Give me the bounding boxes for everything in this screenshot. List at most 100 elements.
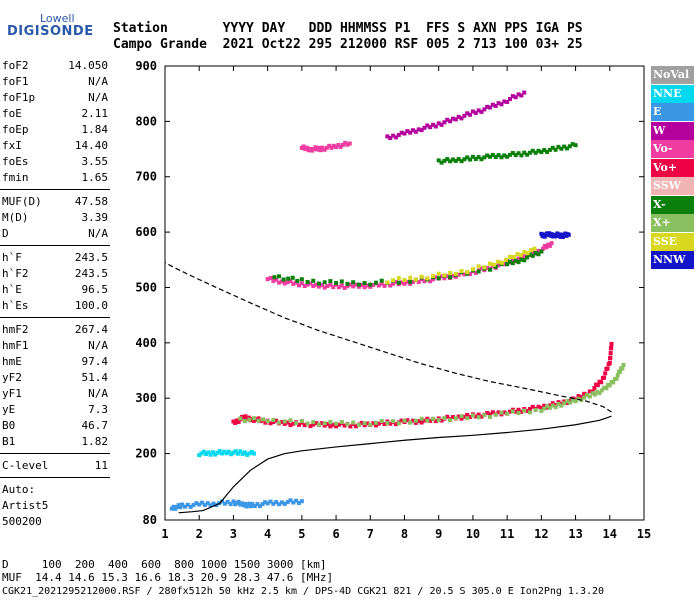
echo-point	[311, 420, 316, 425]
echo-point	[505, 99, 510, 104]
echo-point	[388, 136, 393, 141]
echo-point	[261, 417, 266, 422]
echo-point	[379, 278, 384, 283]
echo-point	[456, 272, 461, 277]
x-tick-label: 14	[603, 527, 617, 541]
echo-point	[376, 283, 381, 288]
echo-point	[256, 418, 261, 423]
echo-point	[340, 142, 345, 147]
param-value: 11	[94, 459, 108, 472]
echo-point	[305, 421, 310, 426]
echo-point	[459, 414, 464, 419]
echo-point	[334, 145, 339, 150]
echo-point	[527, 410, 532, 415]
legend-nne: NNE	[651, 84, 694, 103]
echo-point	[211, 501, 216, 506]
echo-point	[453, 158, 458, 163]
echo-point	[456, 157, 461, 162]
echo-point	[445, 117, 450, 122]
echo-point	[587, 394, 592, 399]
legend-sse: SSE	[651, 232, 694, 251]
x-tick-label: 8	[401, 527, 408, 541]
echo-point	[476, 264, 481, 269]
echo-point	[607, 361, 612, 366]
echo-point	[251, 418, 256, 423]
echo-point	[311, 422, 316, 427]
param-value: N/A	[88, 91, 108, 104]
echo-point	[285, 420, 290, 425]
echo-point	[396, 421, 401, 426]
echo-point	[243, 414, 248, 419]
echo-point	[468, 414, 473, 419]
echo-point	[206, 450, 211, 455]
echo-point	[507, 409, 512, 414]
param-value: N/A	[88, 339, 108, 352]
legend-noval: NoVal	[651, 66, 694, 84]
echo-point	[485, 410, 490, 415]
echo-point	[408, 281, 413, 286]
echo-point	[316, 422, 321, 427]
echo-point	[533, 150, 538, 155]
echo-point	[391, 133, 396, 138]
param-value: 243.5	[74, 251, 108, 264]
echo-point	[368, 284, 373, 289]
x-tick-label: 9	[435, 527, 442, 541]
param-key: C-level	[2, 459, 49, 472]
echo-point	[473, 270, 478, 275]
echo-point	[516, 151, 521, 156]
param-value: 3.55	[81, 155, 109, 168]
echo-point	[271, 420, 276, 425]
echo-point	[197, 502, 202, 507]
param-row-b1: B1 1.82	[2, 434, 108, 450]
echo-point	[476, 412, 481, 417]
echo-point	[567, 400, 572, 405]
echo-point	[408, 420, 413, 425]
echo-point	[557, 232, 562, 237]
param-row-b0: B0 46.7	[2, 418, 108, 434]
echo-point	[582, 395, 587, 400]
echo-point	[302, 423, 307, 428]
echo-point	[371, 421, 376, 426]
echo-point	[493, 155, 498, 160]
echo-point	[295, 278, 300, 283]
echo-point	[316, 284, 321, 289]
echo-point	[272, 275, 277, 280]
echo-point	[530, 253, 535, 258]
echo-point	[308, 424, 313, 429]
x-tick-label: 6	[332, 527, 339, 541]
echo-point	[419, 416, 424, 421]
echo-point	[559, 146, 564, 151]
echo-point	[442, 273, 447, 278]
echo-point	[522, 90, 527, 95]
param-row-mufd: MUF(D) 47.58	[2, 194, 108, 210]
echo-point	[185, 502, 190, 507]
echo-point	[479, 266, 484, 271]
echo-point	[492, 262, 497, 267]
echo-point	[562, 401, 567, 406]
echo-point	[482, 107, 487, 112]
echo-point	[445, 274, 450, 279]
echo-point	[482, 265, 487, 270]
x-tick-label: 5	[298, 527, 305, 541]
echo-point	[385, 421, 390, 426]
echo-point	[396, 133, 401, 138]
x-tick-label: 4	[264, 527, 271, 541]
echo-point	[322, 421, 327, 426]
echo-point	[516, 411, 521, 416]
echo-point	[247, 417, 252, 422]
echo-point	[368, 282, 373, 287]
echo-point	[465, 416, 470, 421]
echo-point	[348, 282, 353, 287]
echo-point	[277, 502, 282, 507]
echo-point	[553, 405, 558, 410]
echo-point	[448, 159, 453, 164]
echo-point	[240, 451, 245, 456]
echo-point	[597, 391, 602, 396]
y-tick-label: 700	[135, 170, 157, 184]
param-key: yF1	[2, 387, 22, 400]
echo-point	[611, 380, 616, 385]
param-value: N/A	[88, 75, 108, 88]
echo-point	[301, 144, 306, 149]
param-key: hmE	[2, 355, 22, 368]
echo-point	[282, 421, 287, 426]
